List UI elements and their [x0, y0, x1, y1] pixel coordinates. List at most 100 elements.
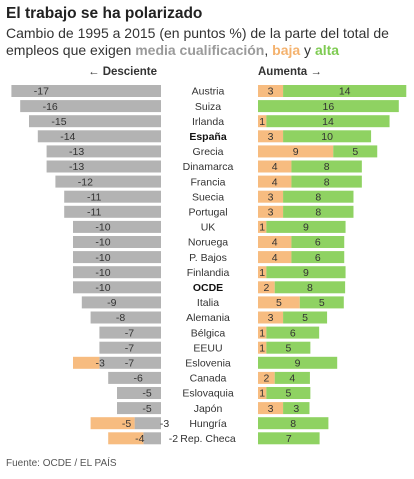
- chart-title: El trabajo se ha polarizado: [6, 5, 203, 22]
- bar-high-label: 3: [293, 403, 299, 415]
- bar-high-label: 8: [307, 282, 313, 294]
- bar-medium: [99, 326, 161, 339]
- bar-medium-label: -10: [95, 237, 110, 249]
- bar-high: [258, 100, 399, 113]
- category-label: Rep. Checa: [180, 433, 236, 445]
- category-label: Italia: [197, 297, 219, 309]
- bar-low: [108, 432, 144, 445]
- bar-low-label: 3: [268, 131, 274, 143]
- bar-medium-label: -10: [95, 282, 110, 294]
- bar-high-label: 5: [285, 342, 291, 354]
- bar-low-label: -3: [96, 358, 105, 370]
- bar-high: [266, 115, 390, 128]
- bar-medium-label: -11: [87, 191, 102, 203]
- category-label: Eslovenia: [185, 358, 231, 370]
- bar-high: [283, 205, 354, 218]
- category-label: Hungría: [189, 418, 227, 430]
- bar-medium: [117, 387, 161, 399]
- bar-medium: [29, 115, 161, 128]
- category-label: Francia: [190, 176, 225, 188]
- bar-low-label: 2: [263, 373, 269, 385]
- bar-high-label: 8: [324, 161, 330, 173]
- bar-medium-label: -13: [69, 161, 84, 173]
- bar-high: [266, 387, 311, 399]
- bar-low: [258, 145, 334, 158]
- category-label: EEUU: [193, 342, 222, 354]
- bar-low: [258, 371, 275, 384]
- bar-high-label: 8: [324, 176, 330, 188]
- bar-low: [258, 311, 284, 324]
- bar-low-label: -4: [135, 433, 144, 445]
- bar-high: [258, 432, 320, 445]
- bar-high-label: 14: [322, 116, 334, 128]
- bar-medium-label: -14: [60, 131, 75, 143]
- bar-high: [283, 85, 407, 97]
- bar-low-label: 5: [276, 297, 282, 309]
- bar-high: [283, 402, 310, 415]
- bar-high-label: 6: [290, 327, 296, 339]
- bar-high-label: 9: [295, 358, 301, 370]
- bar-medium-label: -17: [34, 86, 49, 98]
- category-label: Austria: [192, 86, 225, 98]
- bar-medium: [73, 251, 161, 264]
- bar-low: [258, 402, 284, 415]
- bar-low: [258, 115, 267, 128]
- bar-medium: [46, 145, 161, 158]
- bar-medium: [117, 402, 161, 415]
- bar-high-label: 5: [319, 297, 325, 309]
- bar-medium: [46, 160, 161, 173]
- bar-low-label: 1: [259, 116, 265, 128]
- bar-high: [266, 220, 346, 233]
- category-label: España: [189, 131, 227, 143]
- bar-medium: [99, 341, 161, 354]
- bar-high-label: 8: [315, 207, 321, 219]
- bar-medium-label: -7: [125, 342, 134, 354]
- bar-high: [291, 160, 362, 173]
- bar-medium: [55, 175, 161, 188]
- bar-high: [291, 251, 345, 264]
- bar-low: [90, 417, 135, 430]
- bar-low: [258, 326, 267, 339]
- bar-high-label: 10: [321, 131, 333, 143]
- bar-low: [258, 160, 292, 173]
- bar-medium-label: -15: [51, 116, 66, 128]
- bar-medium-label: -6: [134, 373, 143, 385]
- category-label: UK: [201, 222, 216, 234]
- category-label: Finlandia: [187, 267, 230, 279]
- bar-low: [258, 130, 284, 143]
- category-label: Grecia: [193, 146, 224, 158]
- bar-medium: [64, 190, 161, 203]
- bar-low: [258, 175, 292, 188]
- bar-low-label: 3: [268, 312, 274, 324]
- bar-medium-label: -2: [169, 433, 178, 445]
- bar-low: [258, 281, 275, 294]
- bar-low-label: 4: [272, 176, 278, 188]
- bar-low-label: 9: [293, 146, 299, 158]
- subtitle-high-legend: alta: [314, 42, 340, 58]
- bar-low: [258, 266, 267, 279]
- bar-medium: [20, 100, 162, 113]
- bar-high-label: 14: [339, 86, 351, 98]
- bar-medium: [73, 220, 161, 233]
- bar-low-label: 3: [268, 191, 274, 203]
- bar-medium: [99, 356, 161, 369]
- bar-medium: [11, 85, 162, 97]
- header-increase: Aumenta →: [258, 66, 322, 78]
- bar-medium: [108, 371, 161, 384]
- bar-medium-label: -3: [160, 418, 169, 430]
- category-label: Canada: [190, 373, 227, 385]
- bar-high: [266, 341, 311, 354]
- bar-high: [274, 371, 310, 384]
- category-label: Alemania: [186, 312, 230, 324]
- category-label: Dinamarca: [183, 161, 234, 173]
- bar-low: [258, 220, 267, 233]
- bar-high: [333, 145, 378, 158]
- bar-medium-label: -9: [107, 297, 116, 309]
- bar-low-label: 3: [268, 207, 274, 219]
- bar-low: [73, 356, 100, 369]
- bar-high: [283, 311, 328, 324]
- bar-high: [258, 417, 329, 430]
- chart-subtitle: Cambio de 1995 a 2015 (en puntos %) de l…: [6, 25, 408, 59]
- bar-low: [258, 341, 267, 354]
